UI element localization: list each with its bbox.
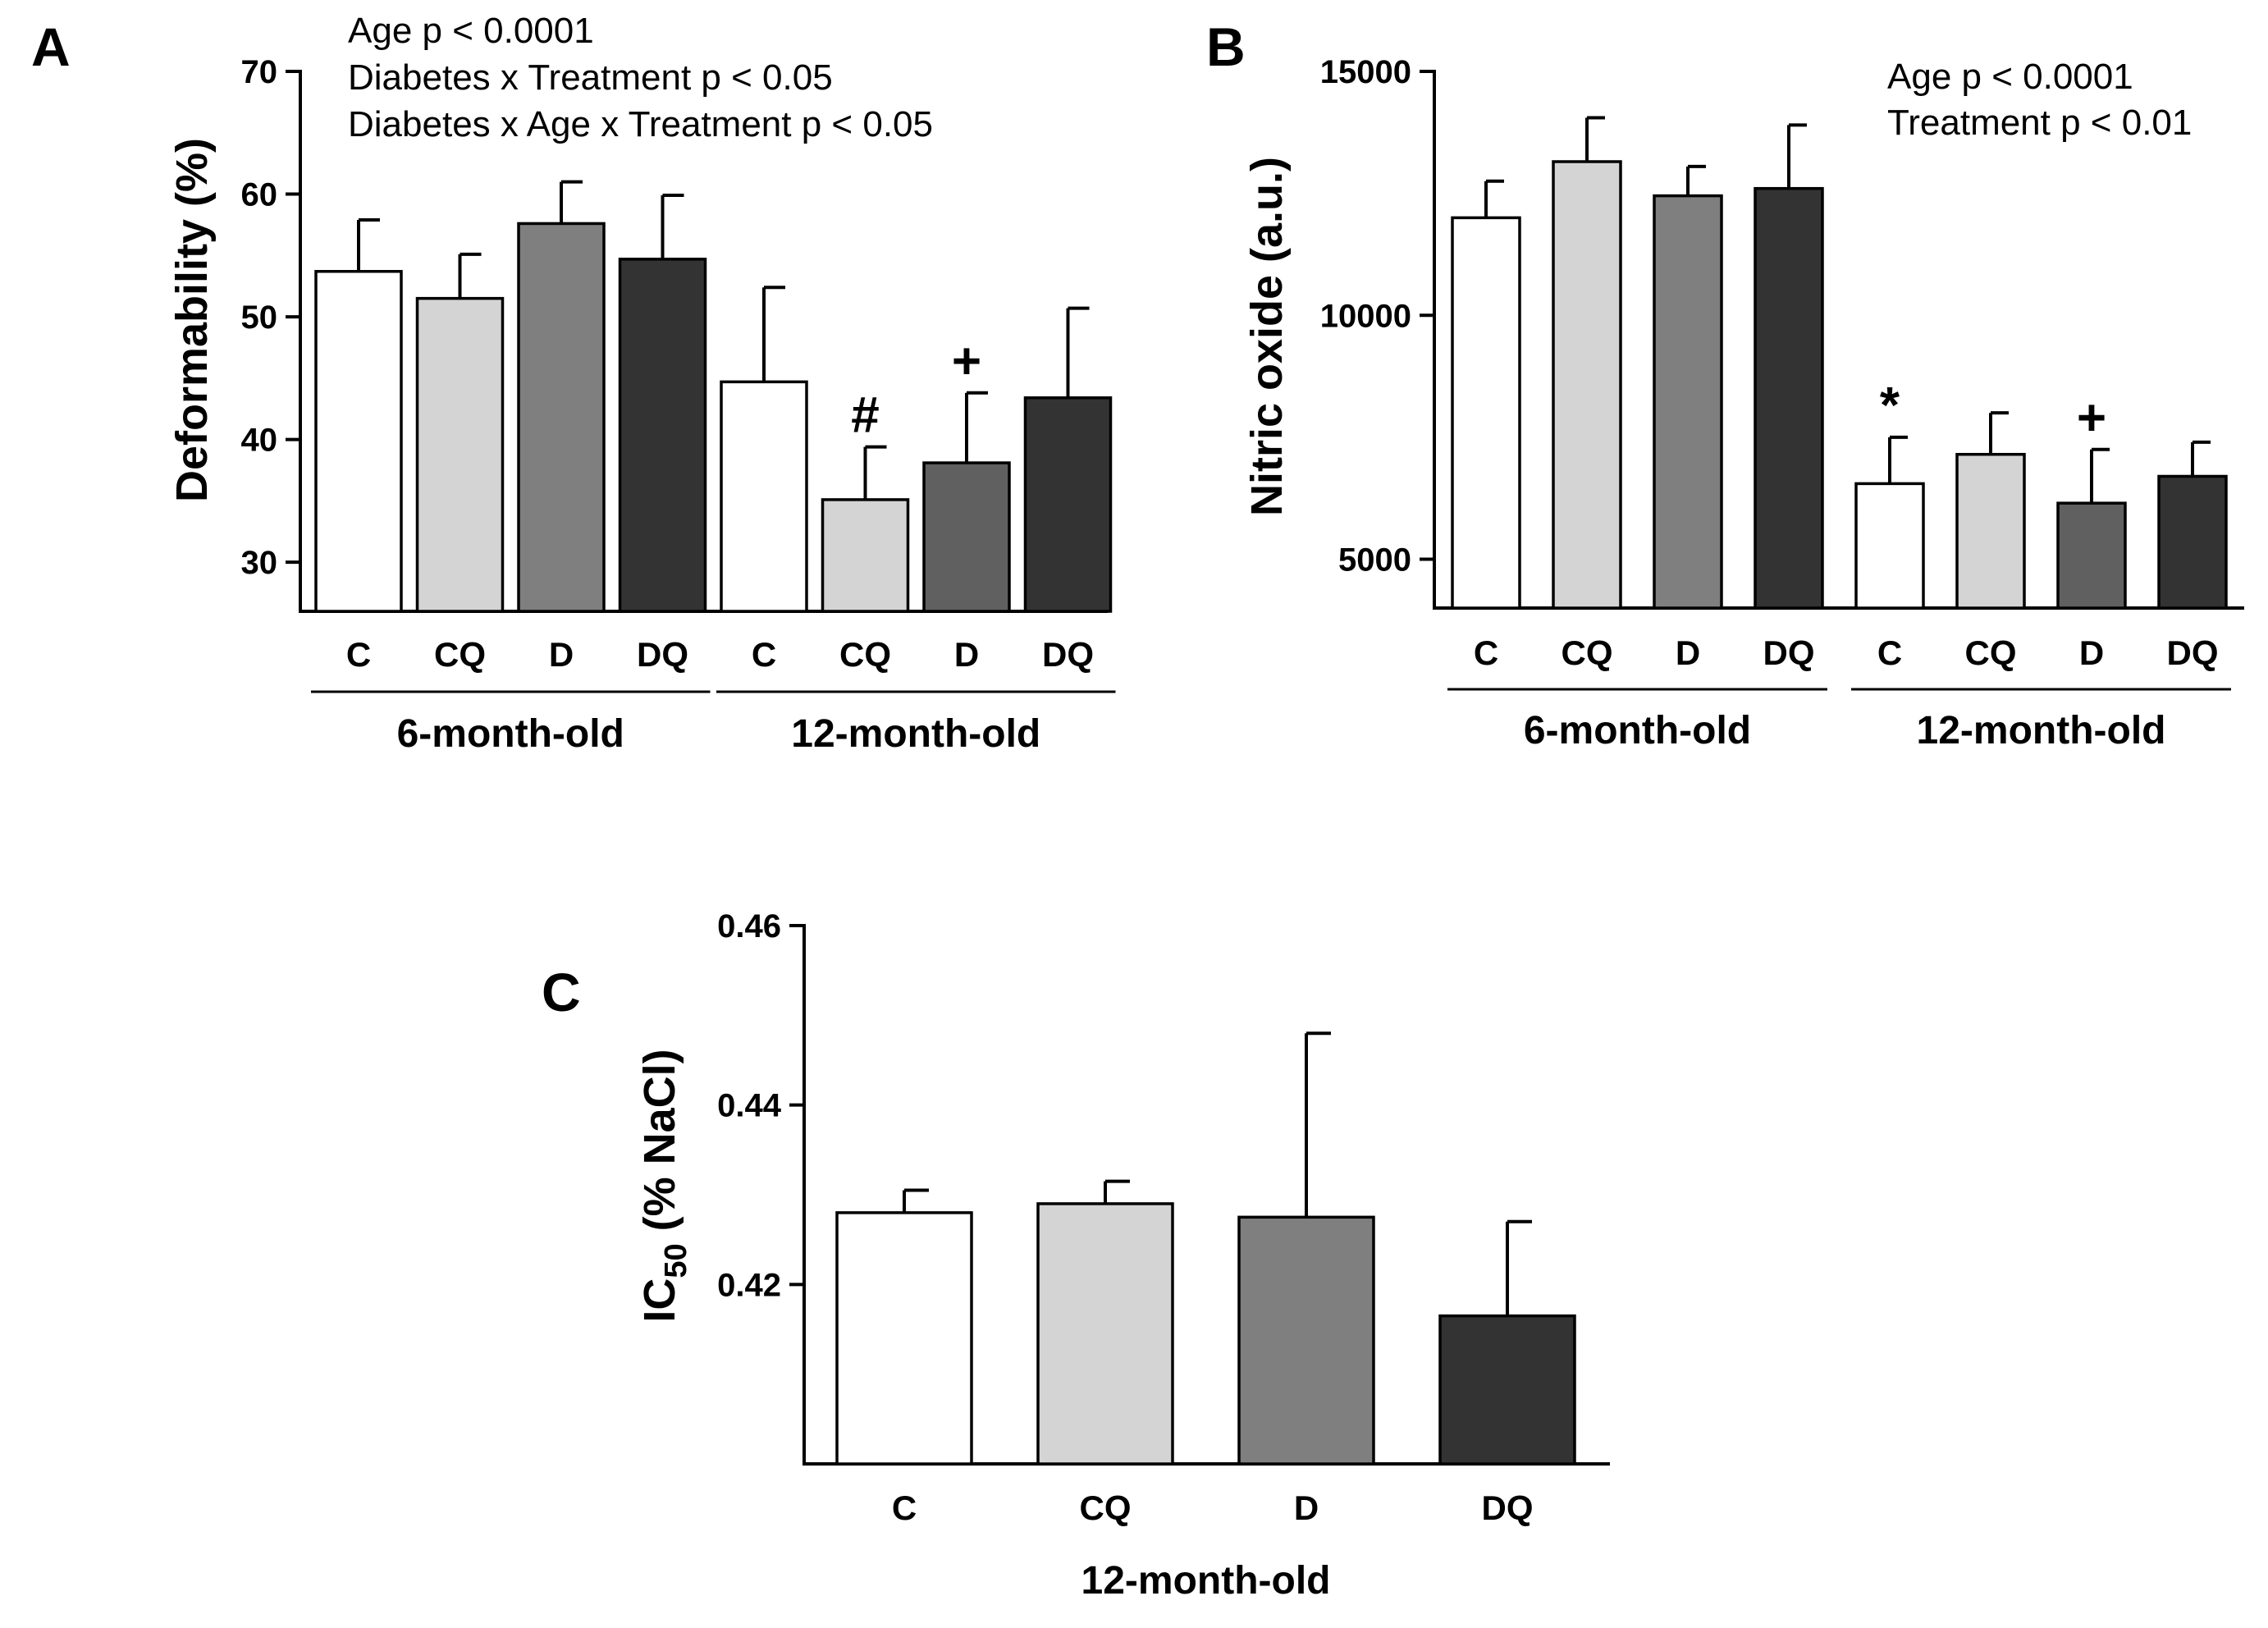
panel-c-plot: 0.42 0.44 0.46 C CQ D DQ 12-month-old bbox=[717, 908, 1610, 1603]
category-label: CQ bbox=[434, 635, 486, 674]
category-label: D bbox=[1294, 1489, 1319, 1527]
panel-a-y-axis-label: Deformability (%) bbox=[167, 138, 217, 502]
category-label: D bbox=[954, 635, 979, 674]
category-label: C bbox=[892, 1489, 917, 1527]
panel-c-letter: C bbox=[542, 962, 581, 1022]
panel-b-stats: Age p < 0.0001 Treatment p < 0.01 bbox=[1887, 57, 2192, 143]
category-label: D bbox=[549, 635, 574, 674]
category-label: CQ bbox=[1965, 633, 2017, 672]
bar bbox=[2056, 501, 2127, 610]
group-label: 12-month-old bbox=[791, 712, 1040, 756]
category-label: D bbox=[2079, 633, 2104, 672]
y-tick-label: 0.46 bbox=[717, 908, 781, 944]
category-label: CQ bbox=[1562, 633, 1613, 672]
stat-annotation: Diabetes x Treatment p < 0.05 bbox=[348, 57, 833, 98]
category-label: C bbox=[1474, 633, 1498, 672]
category-label: C bbox=[752, 635, 776, 674]
stat-annotation: Diabetes x Age x Treatment p < 0.05 bbox=[348, 104, 933, 144]
bar bbox=[2157, 474, 2228, 610]
panel-b-letter: B bbox=[1206, 16, 1246, 77]
stat-annotation: Age p < 0.0001 bbox=[1887, 57, 2133, 97]
group-label: 6-month-old bbox=[397, 712, 624, 756]
bar bbox=[1854, 482, 1925, 610]
y-tick-label: 15000 bbox=[1320, 54, 1411, 90]
y-tick-label: 0.44 bbox=[717, 1088, 782, 1124]
bar bbox=[1653, 194, 1723, 610]
bar bbox=[1023, 396, 1113, 613]
panel-a-stats: Age p < 0.0001 Diabetes x Treatment p < 0… bbox=[348, 11, 933, 144]
bar bbox=[1036, 1202, 1174, 1466]
y-tick-label: 5000 bbox=[1338, 542, 1411, 578]
y-tick-label: 0.42 bbox=[717, 1267, 781, 1303]
y-tick-label: 50 bbox=[241, 300, 278, 336]
category-label: DQ bbox=[2167, 633, 2219, 672]
stat-annotation: Age p < 0.0001 bbox=[348, 11, 594, 51]
y-tick-label: 10000 bbox=[1320, 298, 1411, 334]
panel-a: A Age p < 0.0001 Diabetes x Treatment p <… bbox=[31, 11, 1116, 756]
category-label: C bbox=[1877, 633, 1902, 672]
bar bbox=[1754, 186, 1824, 610]
panel-b-y-axis-label: Nitric oxide (a.u.) bbox=[1242, 157, 1292, 516]
panel-b-plot: 5000 10000 15000 C CQ D DQ C CQ D DQ * +6-month-old 1… bbox=[1320, 54, 2244, 752]
group-label: 12-month-old bbox=[1917, 709, 2166, 752]
bar bbox=[922, 461, 1011, 613]
bar bbox=[821, 498, 910, 613]
significance-marker: + bbox=[2077, 390, 2106, 446]
stat-annotation: Treatment p < 0.01 bbox=[1887, 103, 2192, 143]
bar bbox=[1451, 216, 1521, 610]
group-label: 12-month-old bbox=[1081, 1559, 1331, 1603]
bar bbox=[1438, 1314, 1576, 1466]
group-label: 6-month-old bbox=[1524, 709, 1751, 752]
panel-c-y-axis-label: IC50 (% NaCl) bbox=[635, 1049, 693, 1322]
significance-marker: + bbox=[952, 333, 981, 390]
y-tick-label: 70 bbox=[241, 54, 278, 90]
y-tick-label: 40 bbox=[241, 423, 278, 459]
significance-marker: # bbox=[851, 387, 879, 444]
category-label: DQ bbox=[1482, 1489, 1534, 1527]
panel-a-letter: A bbox=[31, 16, 71, 77]
panel-b: B Age p < 0.0001 Treatment p < 0.01 Nitri… bbox=[1206, 16, 2244, 752]
category-label: DQ bbox=[1042, 635, 1094, 674]
bar bbox=[618, 258, 707, 613]
category-label: CQ bbox=[839, 635, 891, 674]
bar bbox=[415, 296, 505, 613]
category-label: D bbox=[1676, 633, 1700, 672]
bar bbox=[517, 222, 606, 613]
y-tick-label: 60 bbox=[241, 177, 278, 213]
panel-c: C IC50 (% NaCl) 0.42 0.44 0.46 C CQ D DQ 12-mon… bbox=[542, 908, 1610, 1603]
bar bbox=[314, 270, 403, 613]
category-label: DQ bbox=[1763, 633, 1815, 672]
category-label: CQ bbox=[1080, 1489, 1132, 1527]
bar bbox=[1237, 1215, 1375, 1466]
bar bbox=[720, 380, 808, 613]
bar bbox=[1955, 452, 2026, 610]
bar bbox=[1552, 160, 1622, 610]
panel-a-plot: 30 40 50 60 70 C CQ D DQ C CQ D DQ # +6-month-old 12-mo… bbox=[241, 54, 1116, 756]
bar bbox=[835, 1211, 973, 1466]
significance-marker: * bbox=[1880, 377, 1900, 434]
category-label: C bbox=[346, 635, 371, 674]
category-label: DQ bbox=[637, 635, 688, 674]
y-tick-label: 30 bbox=[241, 545, 278, 581]
